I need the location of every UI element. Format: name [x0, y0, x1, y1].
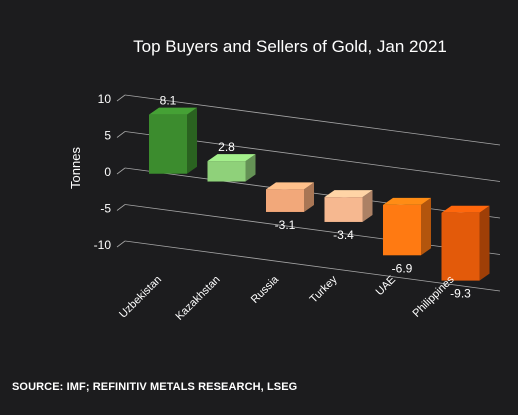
gridline-edge: [116, 131, 126, 138]
category-label: Russia: [249, 273, 282, 306]
bar-russia: [266, 182, 314, 212]
bar-philippines: [441, 205, 490, 281]
y-tick-label: 10: [98, 92, 112, 106]
bar-side: [421, 197, 431, 256]
bar-turkey: [324, 190, 373, 222]
chart-title: Top Buyers and Sellers of Gold, Jan 2021: [133, 37, 447, 56]
category-label: Kazakhstan: [173, 274, 222, 323]
bar-top: [441, 205, 490, 213]
gridline-edge: [116, 167, 126, 175]
bar-uzbekistan: [149, 107, 197, 174]
y-tick-label: 5: [104, 129, 111, 143]
y-axis-label: Tonnes: [68, 147, 83, 189]
gridline: [124, 240, 501, 292]
data-label: 2.8: [218, 140, 235, 154]
bar-front: [383, 204, 421, 256]
bar-front: [266, 189, 304, 212]
y-tick-label: -5: [100, 202, 111, 216]
bar-top: [324, 190, 373, 198]
y-tick-label: 0: [104, 165, 111, 179]
bar-side: [245, 154, 256, 182]
bar-top: [207, 154, 256, 162]
bar-side: [479, 205, 490, 281]
bar-front: [441, 212, 480, 281]
bar-top: [266, 182, 314, 190]
bar-side: [187, 107, 197, 174]
bar-side: [362, 190, 373, 222]
bar-front: [149, 114, 187, 174]
data-label: -3.4: [333, 228, 354, 242]
bar-uae: [383, 197, 431, 256]
data-label: -6.9: [392, 261, 413, 275]
category-label: Turkey: [308, 273, 340, 305]
source-note: SOURCE: IMF; REFINITIV METALS RESEARCH, …: [12, 381, 298, 393]
bar-side: [304, 182, 314, 212]
gridline-edge: [116, 94, 126, 102]
bar-front: [324, 197, 363, 222]
bar-kazakhstan: [207, 154, 256, 182]
y-tick-label: -10: [94, 238, 112, 252]
data-label: 8.1: [160, 94, 177, 108]
gridline: [124, 204, 501, 255]
data-label: -3.1: [275, 218, 296, 232]
bar-top: [149, 107, 197, 115]
gridline-edge: [116, 204, 126, 211]
bar-top: [383, 197, 431, 205]
gridline-edge: [116, 240, 126, 248]
gridline: [124, 94, 501, 146]
category-label: Uzbekistan: [117, 274, 164, 321]
bars: [149, 107, 490, 281]
bar-front: [207, 161, 246, 182]
data-label: -9.3: [450, 287, 471, 301]
